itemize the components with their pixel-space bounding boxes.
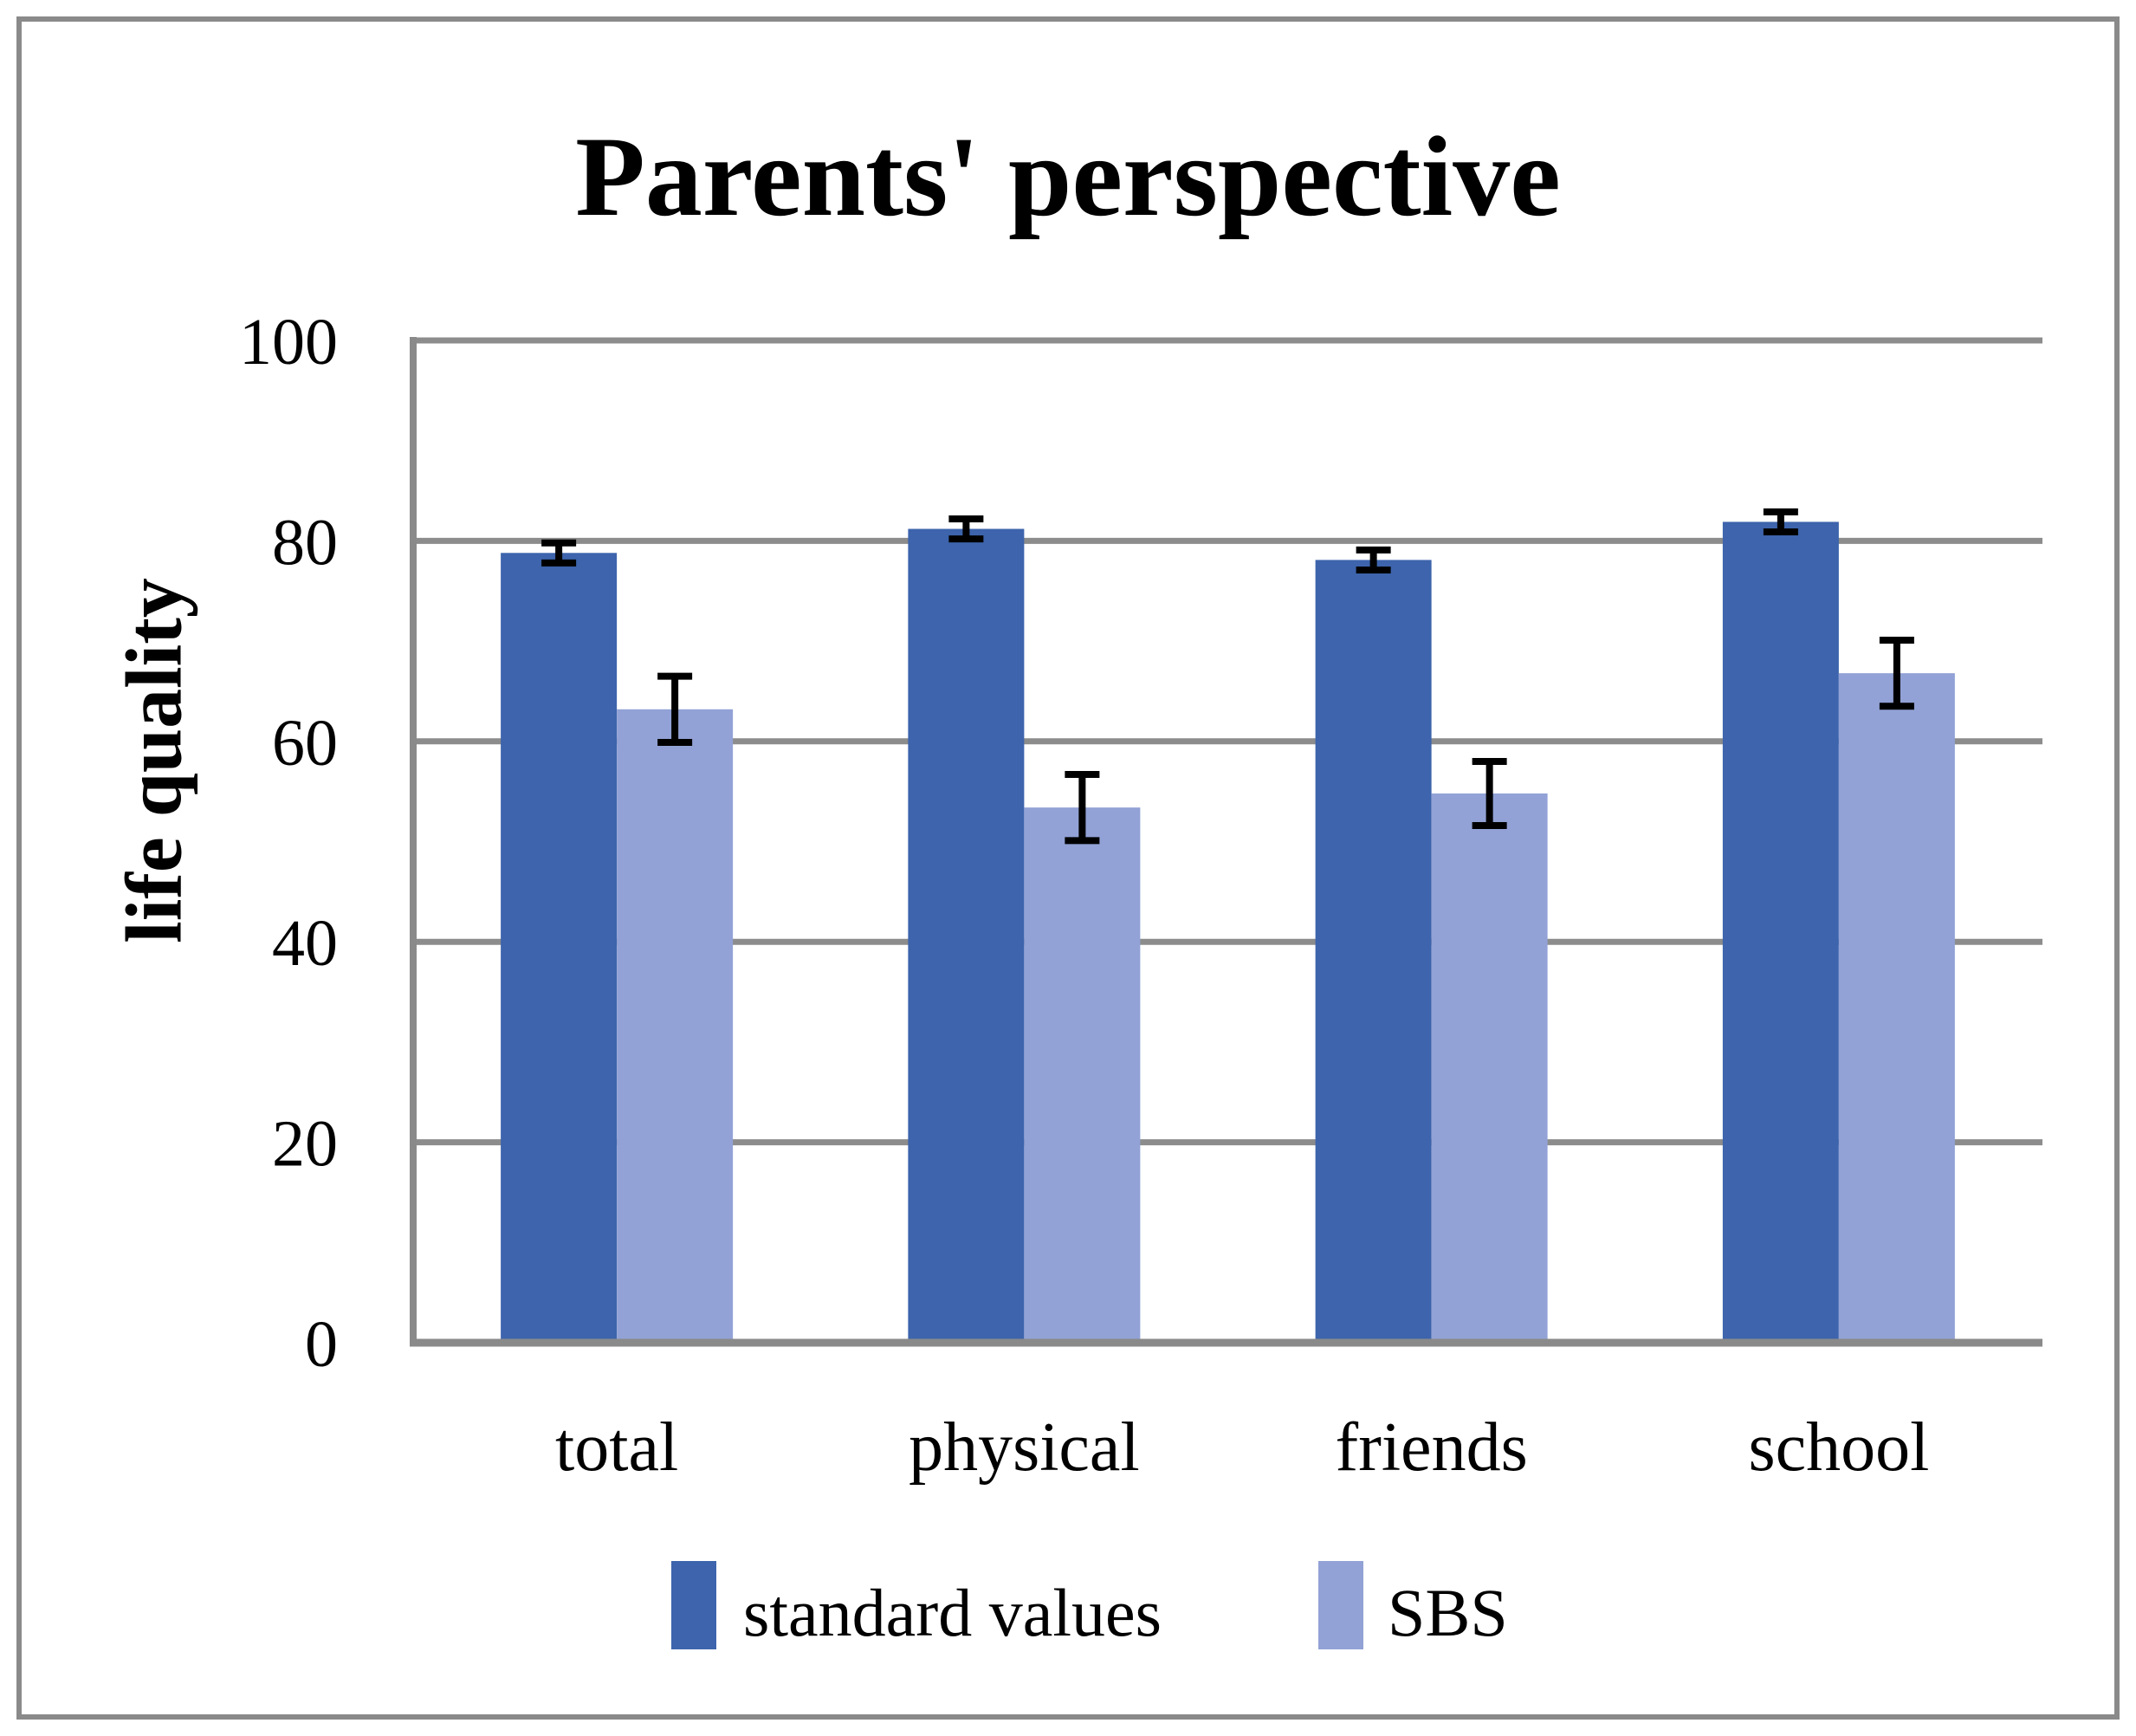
x-category-label: friends [1336,1409,1528,1486]
bar-sbs [1838,673,1955,1343]
y-tick-labels: 0 20 40 60 80 100 [239,306,338,1381]
y-tick-label: 20 [272,1108,338,1181]
y-tick-label: 0 [305,1308,338,1381]
legend-marker-standard-values [671,1561,716,1649]
bar-sbs [1024,807,1141,1343]
bars [501,521,1955,1343]
y-tick-label: 80 [272,506,338,579]
bar-sbs [1431,793,1548,1343]
legend-label-standard-values: standard values [743,1575,1162,1650]
chart-title: Parents' perspective [575,113,1561,240]
axis-lines [410,337,2042,1347]
error-bars [541,508,1914,845]
y-tick-label: 60 [272,707,338,780]
legend: standard values SBS [671,1561,1508,1650]
x-category-labels: total physical friends school [555,1409,1929,1486]
x-category-label: physical [909,1409,1140,1486]
bar-standard-values [1315,560,1432,1343]
figure-border [16,16,2120,1720]
bar-standard-values [1722,521,1839,1343]
y-tick-label: 100 [239,306,338,379]
bar-sbs [617,709,734,1343]
legend-marker-sbs [1318,1561,1363,1649]
x-category-label: school [1748,1409,1929,1486]
x-category-label: total [555,1409,678,1486]
legend-label-sbs: SBS [1388,1575,1508,1650]
y-tick-label: 40 [272,907,338,980]
bar-standard-values [908,528,1025,1343]
y-axis-title: life quality [109,578,197,943]
bar-standard-values [501,553,618,1343]
